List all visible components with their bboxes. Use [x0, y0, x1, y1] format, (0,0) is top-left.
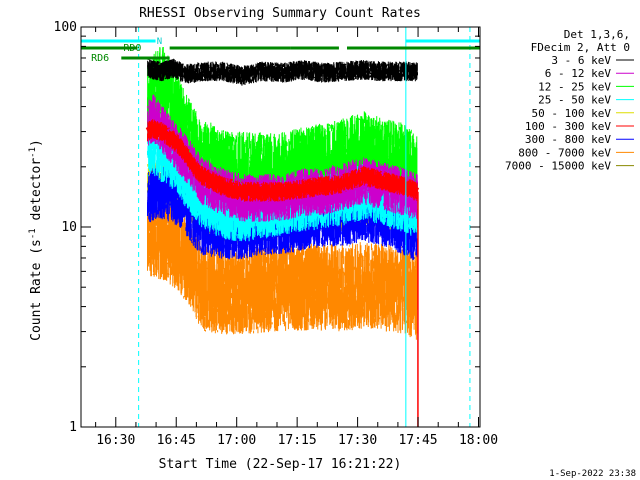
series-band [145, 124, 420, 196]
y-tick-label: 100 [54, 20, 77, 35]
legend-label: 300 - 800 keV [525, 133, 611, 146]
legend-label: 3 - 6 keV [551, 54, 611, 67]
svg-text:Count Rate (s-1 detector-1): Count Rate (s-1 detector-1) [28, 139, 44, 341]
legend-header-2: FDecim 2, Att 0 [531, 41, 630, 54]
series-3-6-kev [147, 58, 418, 86]
x-tick-label: 17:00 [217, 433, 256, 448]
x-tick-label: 18:00 [459, 433, 498, 448]
x-tick-label: 17:45 [398, 433, 437, 448]
y-axis-label: Count Rate (s-1 detector-1) [28, 139, 44, 341]
legend-label: 6 - 12 keV [545, 67, 612, 80]
rd0-label: RD0 [123, 43, 141, 54]
footer-date: 1-Sep-2022 23:38 [549, 469, 636, 479]
series-trace [147, 58, 418, 86]
x-tick-label: 16:30 [96, 433, 135, 448]
legend-label: 50 - 100 keV [532, 107, 612, 120]
legend-header-1: Det 1,3,6, [564, 28, 630, 41]
rd6-label: RD6 [91, 53, 109, 64]
legend-label: 12 - 25 keV [538, 80, 611, 93]
chart-title: RHESSI Observing Summary Count Rates [139, 6, 421, 21]
series-100-300-kev [145, 119, 420, 202]
y-tick-label: 1 [69, 420, 77, 435]
x-tick-label: 16:45 [157, 433, 196, 448]
n-label: N [157, 37, 162, 47]
x-tick-label: 17:15 [278, 433, 317, 448]
x-tick-label: 17:30 [338, 433, 377, 448]
series-trace [147, 188, 418, 340]
y-tick-label: 10 [61, 220, 77, 235]
legend-label: 25 - 50 keV [538, 94, 611, 107]
x-axis-label: Start Time (22-Sep-17 16:21:22) [159, 457, 402, 472]
legend-label: 7000 - 15000 keV [505, 160, 611, 173]
legend-label: 100 - 300 keV [525, 120, 611, 133]
series-800-7000-kev [147, 188, 418, 340]
legend-label: 800 - 7000 keV [518, 146, 611, 159]
